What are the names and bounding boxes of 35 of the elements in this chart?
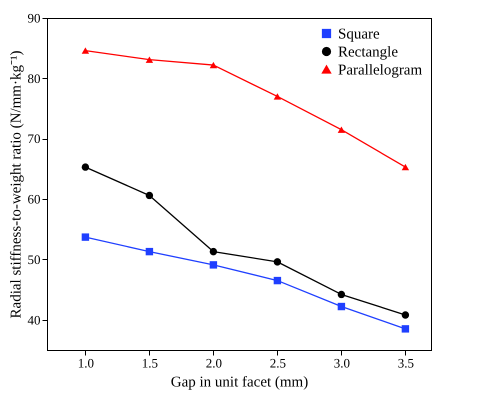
point: [402, 325, 410, 333]
point: [274, 93, 282, 100]
y-tick-label: 40: [28, 312, 40, 328]
point: [82, 163, 90, 171]
point: [210, 261, 218, 269]
point: [338, 126, 346, 133]
y-tick-label: 50: [28, 252, 40, 267]
point: [402, 164, 410, 170]
y-tick-label: 80: [28, 70, 40, 86]
y-tick-label: 60: [28, 192, 40, 207]
x-tick-label: 2.0: [206, 356, 222, 370]
x-tick-label: 2.5: [270, 356, 286, 370]
legend-label: Square: [338, 26, 380, 42]
y-tick-label: 90: [28, 10, 40, 26]
x-tick-label: 1.0: [78, 356, 94, 370]
point: [210, 248, 218, 256]
point: [210, 62, 218, 68]
y-tick-label: 70: [28, 131, 40, 146]
y-axis-title: Radial stiffness-to-weight ratio (N/mm·kg⁻¹): [8, 50, 24, 318]
point: [82, 233, 90, 241]
point: [146, 192, 154, 200]
point: [338, 290, 346, 298]
point: [146, 248, 154, 256]
legend-label: Rectangle: [338, 44, 398, 60]
point: [82, 47, 90, 54]
x-axis-title: Gap in unit facet (mm): [170, 374, 308, 390]
point: [274, 258, 282, 266]
point: [338, 302, 346, 310]
legend-label: Parallelogram: [338, 62, 422, 78]
point: [274, 276, 282, 284]
x-tick-label: 3.5: [398, 356, 414, 370]
x-tick-label: 1.5: [142, 356, 158, 370]
x-tick-label: 3.0: [334, 356, 350, 370]
point: [146, 56, 154, 63]
point: [402, 311, 410, 319]
